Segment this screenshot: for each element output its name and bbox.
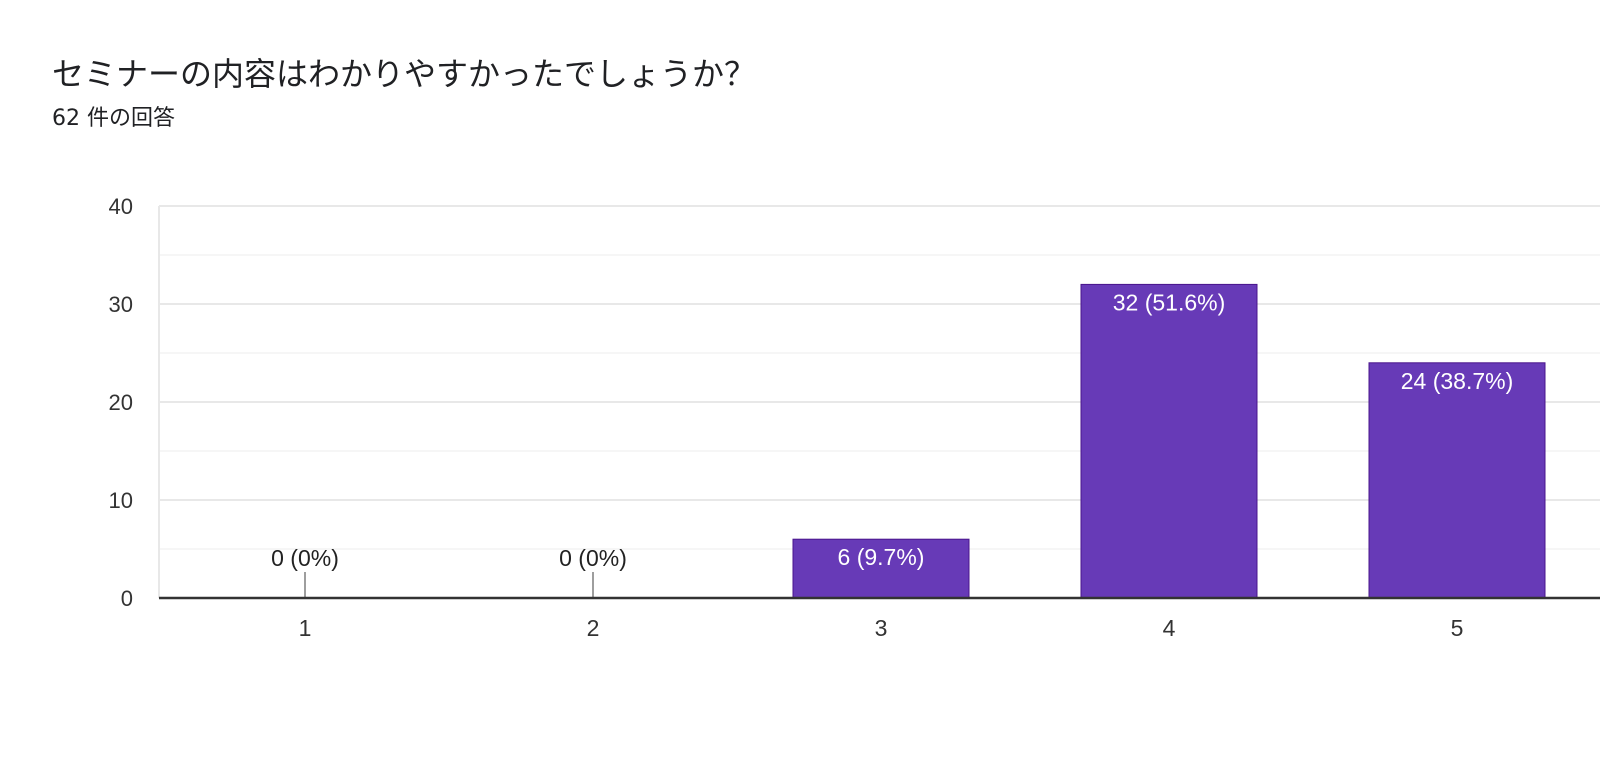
data-label: 6 (9.7%) xyxy=(838,544,925,570)
question-title: セミナーの内容はわかりやすかったでしょうか？ xyxy=(52,55,757,93)
data-label: 0 (0%) xyxy=(271,545,339,571)
y-tick-label: 40 xyxy=(109,194,133,219)
y-tick-label: 0 xyxy=(121,586,133,611)
bar-4 xyxy=(1080,283,1258,599)
x-tick-label: 5 xyxy=(1451,615,1464,641)
x-tick-label: 4 xyxy=(1163,615,1176,641)
data-label: 0 (0%) xyxy=(559,545,627,571)
chart-labels: 0 10 20 30 40 0 (0%) 1 0 (0%) 2 6 (9.7%) 3 32 (51.6… xyxy=(109,194,1514,641)
bar-5 xyxy=(1368,362,1546,599)
data-label: 24 (38.7%) xyxy=(1401,368,1514,394)
chart-bars xyxy=(304,283,1546,599)
y-tick-label: 10 xyxy=(109,488,133,513)
x-tick-label: 1 xyxy=(299,615,312,641)
y-tick-label: 20 xyxy=(109,390,133,415)
x-tick-label: 3 xyxy=(875,615,888,641)
bar-3 xyxy=(792,538,970,599)
data-label: 32 (51.6%) xyxy=(1113,289,1226,315)
response-count: 62 件の回答 xyxy=(52,106,175,131)
y-tick-label: 30 xyxy=(109,292,133,317)
chart-grid xyxy=(158,205,1600,598)
x-tick-label: 2 xyxy=(587,615,600,641)
